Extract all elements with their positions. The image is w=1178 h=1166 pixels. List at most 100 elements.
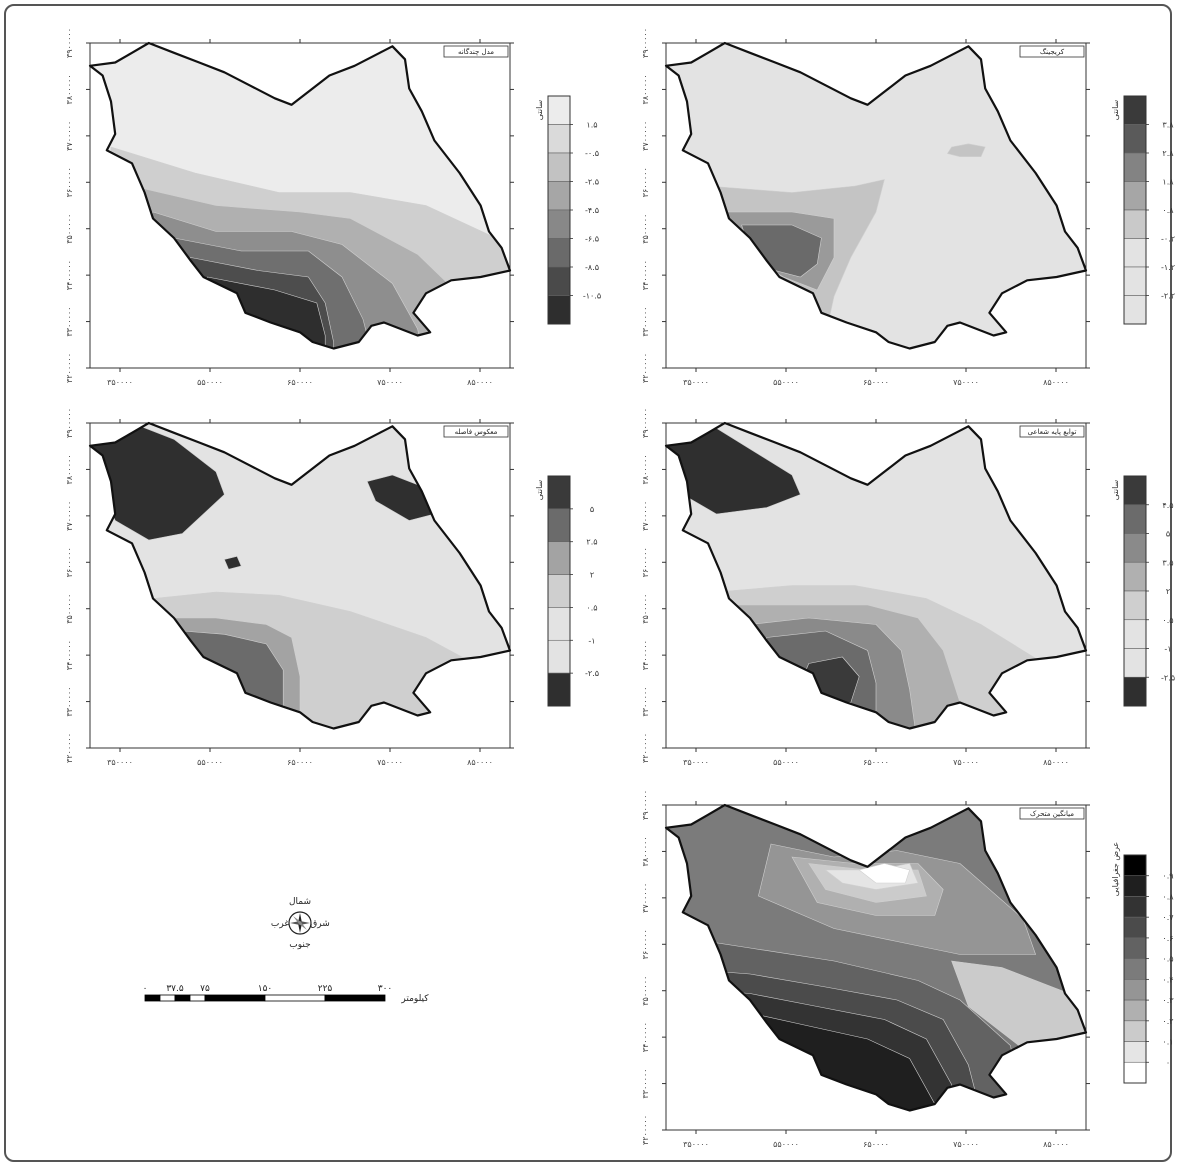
legend-swatch bbox=[547, 181, 571, 211]
map-panel-kriging: ۳۹۰۰۰۰۰ ۳۸۰۰۰۰۰ ۳۷۰۰۰۰۰ ۳۶۰۰۰۰۰ ۳۵۰۰۰۰۰ ۳۴۰۰۰… bbox=[626, 28, 1178, 398]
legend-label: ۳.۵ bbox=[1162, 558, 1173, 567]
legend-swatch bbox=[1123, 295, 1147, 325]
legend-label: ۰.۲ bbox=[1162, 1017, 1173, 1026]
legend-label: ۰.۶ bbox=[1162, 934, 1173, 943]
legend-swatch bbox=[1123, 1041, 1147, 1063]
y-tick-label: ۳۸۰۰۰۰۰ bbox=[65, 74, 74, 104]
contour-band bbox=[223, 555, 242, 570]
y-tick-label: ۳۸۰۰۰۰۰ bbox=[641, 836, 650, 866]
y-tick-label: ۳۳۰۰۰۰۰ bbox=[641, 687, 650, 717]
x-tick-label: ۶۵۰۰۰۰ bbox=[287, 758, 313, 767]
contour-layer bbox=[90, 423, 510, 729]
legend-swatch bbox=[1123, 896, 1147, 918]
legend-label: -۱.۲ bbox=[1161, 263, 1175, 272]
scale-segment bbox=[174, 994, 191, 1002]
compass-west-label: غرب bbox=[271, 919, 289, 929]
legend-label: -۱ bbox=[1164, 645, 1171, 654]
compass-north-label: شمال bbox=[289, 897, 311, 907]
y-tick-label: ۳۴۰۰۰۰۰ bbox=[641, 260, 650, 290]
legend-swatch bbox=[547, 152, 571, 182]
compass-south-label: جنوب bbox=[289, 940, 310, 950]
map-panel-multiple-model: ۳۹۰۰۰۰۰ ۳۸۰۰۰۰۰ ۳۷۰۰۰۰۰ ۳۶۰۰۰۰۰ ۳۵۰۰۰۰۰ ۳۴۰۰۰… bbox=[50, 28, 610, 398]
y-tick-label: ۳۳۰۰۰۰۰ bbox=[641, 1069, 650, 1099]
map-svg: ۳۹۰۰۰۰۰۳۸۰۰۰۰۰۳۷۰۰۰۰۰۳۶۰۰۰۰۰۳۵۰۰۰۰۰۳۴۰۰۰… bbox=[65, 28, 601, 387]
x-tick-label: ۷۵۰۰۰۰ bbox=[953, 758, 979, 767]
legend-label: -۲.۵ bbox=[585, 669, 599, 678]
map-panel-moving-average: ۳۹۰۰۰۰۰ ۳۸۰۰۰۰۰ ۳۷۰۰۰۰۰ ۳۶۰۰۰۰۰ ۳۵۰۰۰۰۰ ۳۴۰۰۰… bbox=[626, 790, 1178, 1160]
legend-swatch bbox=[1123, 619, 1147, 649]
legend-label: ۰.۴ bbox=[1162, 975, 1173, 984]
legend-label: ۱.۵ bbox=[586, 121, 597, 130]
legend-swatch bbox=[1123, 648, 1147, 678]
legend-unit-label: سانتی bbox=[1111, 479, 1120, 500]
legend-swatch bbox=[547, 672, 571, 707]
panel-title: مدل چندگانه bbox=[458, 47, 494, 56]
legend-unit-label: سانتی bbox=[535, 479, 544, 500]
y-tick-label: ۳۵۰۰۰۰۰ bbox=[65, 594, 74, 624]
scale-label: ۳۰۰ bbox=[378, 984, 393, 994]
legend-label: -۰.۵ bbox=[585, 149, 599, 158]
legend-unit-label: سانتی bbox=[1111, 99, 1120, 120]
y-tick-label: ۳۸۰۰۰۰۰ bbox=[641, 454, 650, 484]
compass-east-label: شرق bbox=[310, 919, 330, 929]
y-tick-label: ۳۲۰۰۰۰۰ bbox=[65, 353, 74, 383]
legend-label: ۰.۵ bbox=[586, 603, 597, 612]
legend-swatch bbox=[547, 508, 571, 543]
legend-label: ۰.۹ bbox=[1162, 872, 1173, 881]
legend-swatch bbox=[547, 266, 571, 296]
legend-label: ۰.۷ bbox=[1162, 913, 1174, 922]
panel-title-box bbox=[443, 45, 509, 58]
compass-needle-diag bbox=[293, 916, 307, 930]
panel-title: میانگین متحرک bbox=[1030, 809, 1074, 818]
x-tick-label: ۵۵۰۰۰۰ bbox=[197, 758, 223, 767]
contour-band bbox=[951, 960, 1086, 1059]
x-tick-label: ۸۵۰۰۰۰ bbox=[467, 758, 493, 767]
legend-label: ۰.۱ bbox=[1162, 1038, 1173, 1047]
legend-label: ۵ bbox=[590, 505, 594, 514]
contour-layer bbox=[666, 43, 1086, 349]
y-tick-label: ۳۶۰۰۰۰۰ bbox=[65, 547, 74, 577]
panel-title-box bbox=[1019, 45, 1085, 58]
legend-swatch bbox=[547, 95, 571, 125]
legend-swatch bbox=[1123, 266, 1147, 296]
legend-swatch bbox=[1123, 937, 1147, 959]
compass-svg: شمال شرق غرب جنوب bbox=[271, 897, 330, 950]
y-tick-label: ۳۴۰۰۰۰۰ bbox=[641, 640, 650, 670]
legend-swatch bbox=[547, 238, 571, 268]
legend-swatch bbox=[547, 607, 571, 641]
legend-swatch bbox=[1123, 238, 1147, 268]
legend-frame bbox=[547, 475, 571, 707]
legend-swatch bbox=[1123, 958, 1147, 980]
scale-bar: ۰ ۳۷.۵ ۷۵ ۱۵۰ ۲۲۵ ۳۰۰ کیلومتر bbox=[140, 975, 460, 1015]
legend-swatch bbox=[547, 541, 571, 575]
x-tick-label: ۵۵۰۰۰۰ bbox=[197, 378, 223, 387]
y-tick-label: ۳۶۰۰۰۰۰ bbox=[641, 547, 650, 577]
legend-label: -۰.۲ bbox=[1161, 235, 1175, 244]
contour-band bbox=[946, 143, 986, 157]
legend-frame bbox=[1123, 854, 1147, 1084]
x-tick-label: ۳۵۰۰۰۰ bbox=[107, 758, 133, 767]
y-tick-label: ۳۳۰۰۰۰۰ bbox=[65, 687, 74, 717]
map-svg: ۳۹۰۰۰۰۰۳۸۰۰۰۰۰۳۷۰۰۰۰۰۳۶۰۰۰۰۰۳۵۰۰۰۰۰۳۴۰۰۰… bbox=[65, 408, 599, 767]
x-tick-label: ۷۵۰۰۰۰ bbox=[953, 378, 979, 387]
legend-label: -۸.۵ bbox=[585, 263, 599, 272]
y-tick-label: ۳۲۰۰۰۰۰ bbox=[641, 353, 650, 383]
y-tick-label: ۳۶۰۰۰۰۰ bbox=[641, 929, 650, 959]
contour-band bbox=[858, 863, 910, 884]
y-tick-label: ۳۵۰۰۰۰۰ bbox=[641, 214, 650, 244]
legend-swatch bbox=[547, 209, 571, 239]
legend-swatch bbox=[547, 475, 571, 510]
legend-label: ۲.۸ bbox=[1162, 149, 1174, 158]
legend-swatch bbox=[1123, 152, 1147, 182]
country-outline bbox=[88, 41, 512, 350]
panel-title: توابع پایه شعاعی bbox=[1028, 428, 1077, 436]
map-svg: ۳۹۰۰۰۰۰۳۸۰۰۰۰۰۳۷۰۰۰۰۰۳۶۰۰۰۰۰۳۵۰۰۰۰۰۳۴۰۰۰… bbox=[641, 790, 1174, 1149]
y-tick-label: ۳۹۰۰۰۰۰ bbox=[65, 408, 74, 438]
legend-swatch bbox=[1123, 999, 1147, 1022]
legend-label: ۲ bbox=[590, 571, 594, 580]
country-outline bbox=[664, 803, 1088, 1112]
panel-title-box bbox=[443, 425, 509, 438]
x-tick-label: ۷۵۰۰۰۰ bbox=[377, 378, 403, 387]
panel-title-box bbox=[1019, 425, 1085, 438]
panel-title: کریجینگ bbox=[1040, 47, 1065, 56]
